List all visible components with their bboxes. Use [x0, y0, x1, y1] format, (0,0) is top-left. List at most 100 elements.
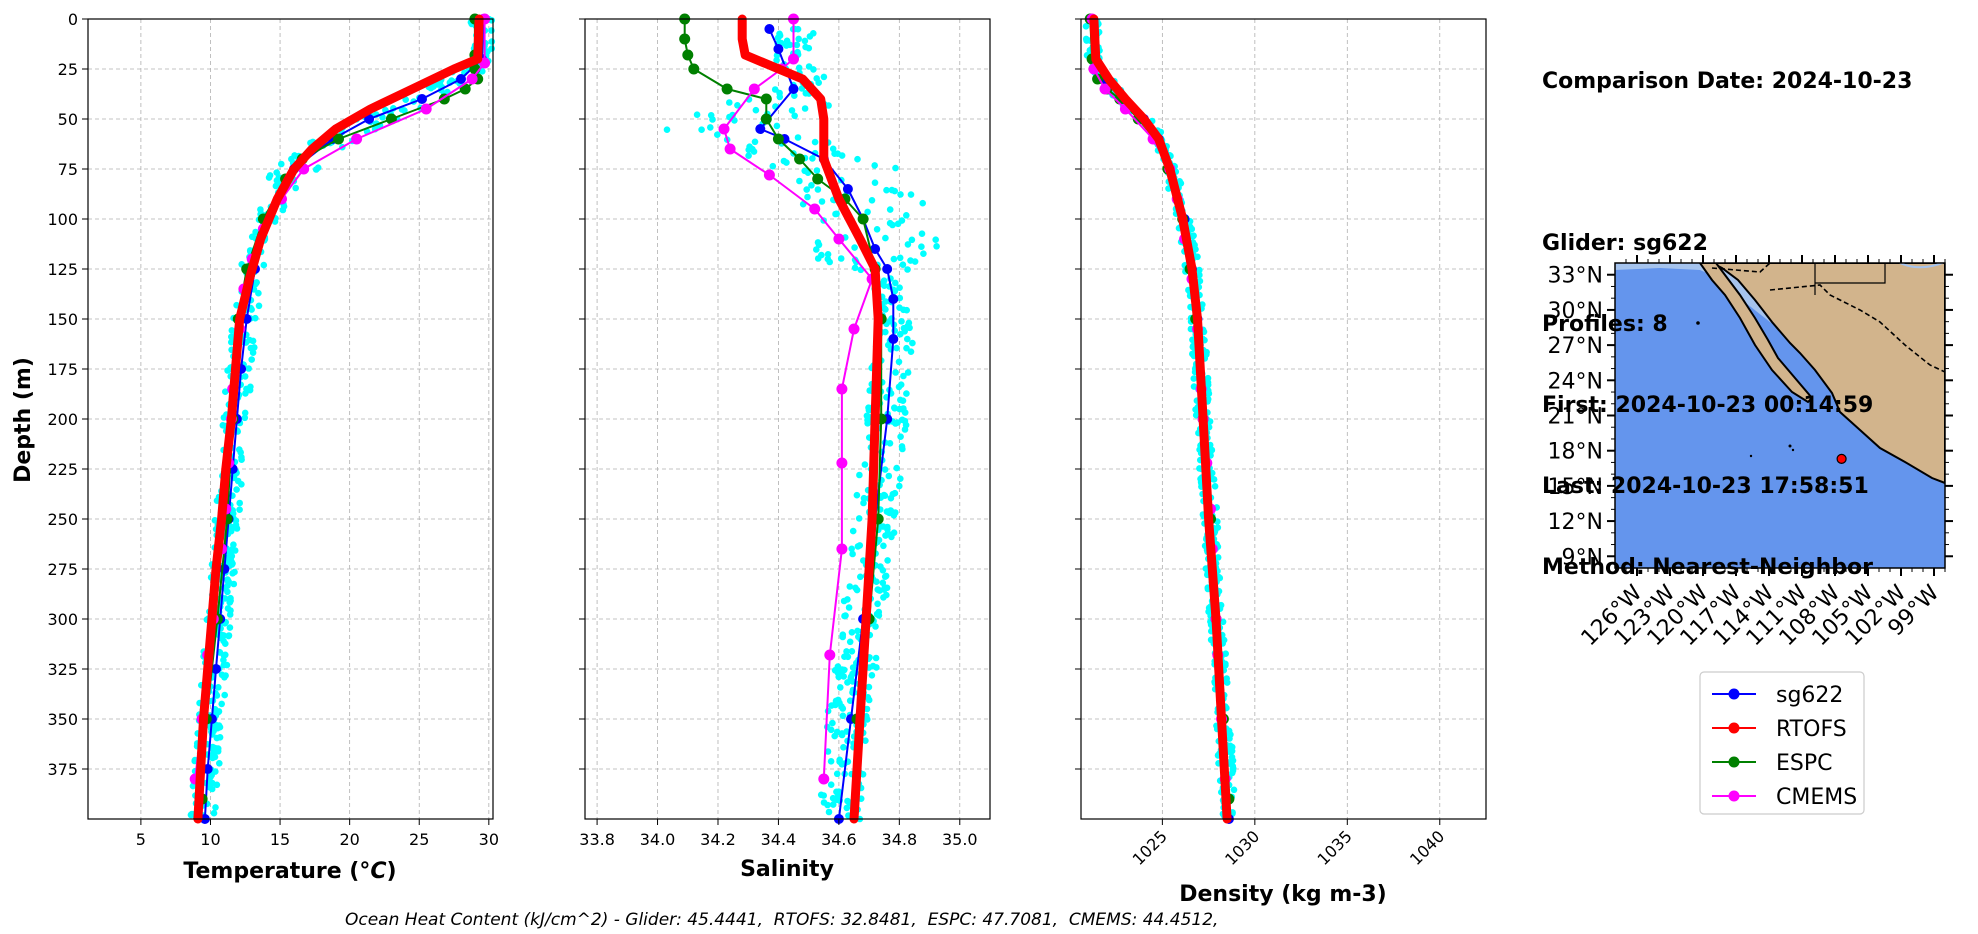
glider-raw-point [793, 41, 801, 49]
glider-raw-point [745, 146, 752, 154]
rtofs-line [737, 14, 883, 824]
cmems-point [351, 133, 363, 145]
glider-raw-point [255, 289, 262, 297]
glider-raw-point [880, 304, 888, 312]
comparison-info: Comparison Date: 2024-10-23 Glider: sg62… [1542, 14, 1912, 608]
glider-raw-point [849, 550, 856, 558]
glider-raw-point [833, 770, 841, 778]
glider-raw-point [839, 631, 847, 638]
glider-raw-point [241, 414, 249, 422]
map-state-border [1769, 284, 1945, 373]
x-tick-label: 1025 [1129, 827, 1171, 869]
glider-raw-point [897, 396, 904, 404]
glider-raw-point [892, 369, 899, 376]
glider-raw-point [402, 96, 410, 103]
glider-raw-point [899, 445, 906, 453]
x-tick-label: 5 [136, 830, 146, 849]
glider-raw-point [734, 102, 741, 109]
glider-raw-point [273, 177, 281, 184]
glider-raw-point [863, 705, 871, 713]
glider-raw-point [769, 162, 777, 170]
glider-raw-point [1199, 301, 1206, 308]
espc-point [772, 133, 784, 145]
glider-raw-point [824, 748, 832, 755]
glider-raw-point [663, 126, 671, 133]
glider-raw-point [815, 241, 823, 249]
cmems-point [1099, 83, 1111, 95]
glider-raw-point [786, 41, 794, 49]
depth-ylabel: Depth (m) [11, 357, 36, 483]
map-mainland [1711, 263, 1945, 485]
glider-raw-point [857, 573, 864, 581]
glider-name: Glider: sg622 [1542, 231, 1708, 256]
glider-raw-point [854, 155, 861, 163]
glider-raw-point [248, 356, 255, 363]
glider-raw-point [218, 700, 225, 708]
salinity-series [679, 13, 899, 824]
cmems-point [466, 73, 478, 85]
cmems-point [848, 323, 860, 335]
cmems-point [836, 383, 848, 395]
glider-raw-point [1196, 277, 1204, 285]
glider-raw-point [246, 336, 253, 344]
glider-raw-point [845, 604, 853, 611]
rtofs-line [1089, 14, 1232, 824]
glider-raw-point [251, 344, 258, 351]
density-xlabel: Density (kg m-3) [1179, 882, 1387, 907]
glider-raw-point [241, 373, 249, 380]
glider-raw-point [1216, 574, 1224, 582]
glider-raw-point [795, 35, 802, 43]
y-tick-label: 300 [47, 610, 78, 629]
density-y-ticks [1075, 18, 1081, 770]
glider-raw-point [846, 583, 854, 590]
glider-raw-point [904, 369, 912, 376]
glider-raw-point [908, 236, 916, 244]
glider-raw-point [875, 608, 883, 616]
glider-raw-point [776, 32, 784, 39]
cmems-point [788, 53, 799, 65]
glider-raw-point [843, 648, 850, 655]
glider-raw-point [813, 75, 820, 82]
sg622-point [882, 264, 893, 274]
glider-raw-point [252, 314, 259, 322]
glider-raw-point [233, 486, 240, 493]
sg622-point [755, 124, 766, 134]
y-tick-label: 50 [58, 110, 78, 129]
density-grid [1081, 18, 1486, 819]
glider-raw-point [278, 160, 285, 168]
glider-raw-point [248, 233, 256, 241]
glider-raw-point [820, 799, 828, 806]
glider-raw-point [903, 212, 910, 219]
glider-raw-point [841, 612, 848, 620]
glider-raw-point [1189, 336, 1196, 344]
glider-raw-point [846, 697, 854, 704]
glider-raw-point [851, 264, 859, 272]
glider-raw-point [820, 792, 827, 799]
glider-raw-point [868, 672, 876, 679]
glider-raw-point [833, 728, 841, 736]
glider-raw-point [224, 588, 231, 596]
glider-raw-point [884, 557, 891, 564]
legend-label-rtofs: RTOFS [1776, 717, 1847, 742]
glider-raw-point [827, 758, 835, 765]
glider-raw-point [846, 638, 854, 646]
glider-raw-point [707, 124, 714, 131]
glider-raw-point [864, 208, 871, 216]
density-panel: 1025 1030 1035 1040 Density (kg m-3) [1075, 13, 1487, 907]
glider-raw-point [900, 372, 907, 380]
glider-raw-point [904, 335, 911, 343]
glider-raw-point [838, 152, 846, 159]
glider-raw-point [272, 182, 280, 190]
glider-raw-point [898, 217, 906, 224]
legend-swatch-marker [1728, 688, 1740, 700]
glider-raw-point [314, 164, 322, 171]
x-tick-label: 34.2 [700, 830, 736, 849]
sg622-point [870, 244, 881, 254]
espc-point [857, 213, 869, 225]
glider-raw-point [861, 461, 869, 468]
map-us-mexico-border [1711, 263, 1771, 273]
espc-point [721, 83, 733, 95]
glider-location-marker [1836, 453, 1847, 464]
glider-raw-point [221, 691, 228, 699]
